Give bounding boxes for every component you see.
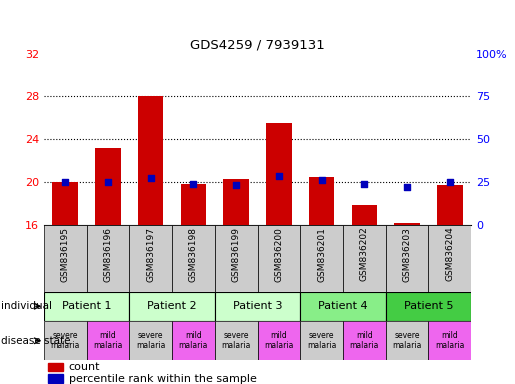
Point — [317, 177, 326, 183]
Bar — [428, 225, 471, 292]
Bar — [386, 321, 428, 360]
Point — [446, 179, 454, 185]
Bar — [300, 225, 343, 292]
Bar — [129, 292, 215, 321]
Bar — [300, 292, 386, 321]
Bar — [258, 225, 300, 292]
Bar — [394, 222, 420, 225]
Text: Patient 4: Patient 4 — [318, 301, 368, 311]
Bar — [95, 148, 121, 225]
Point — [360, 180, 369, 187]
Point — [61, 179, 69, 185]
Bar — [87, 321, 129, 360]
Title: GDS4259 / 7939131: GDS4259 / 7939131 — [190, 38, 325, 51]
Point — [104, 179, 112, 185]
Text: mild
malaria: mild malaria — [350, 331, 379, 350]
Text: Patient 2: Patient 2 — [147, 301, 197, 311]
Text: GSM836201: GSM836201 — [317, 227, 326, 281]
Text: individual: individual — [1, 301, 52, 311]
Text: percentile rank within the sample: percentile rank within the sample — [68, 374, 256, 384]
Text: GSM836204: GSM836204 — [445, 227, 454, 281]
Text: GSM836199: GSM836199 — [232, 227, 241, 281]
Point — [275, 173, 283, 179]
Text: GSM836203: GSM836203 — [403, 227, 411, 281]
Text: severe
malaria: severe malaria — [136, 331, 165, 350]
Bar — [53, 182, 78, 225]
Text: mild
malaria: mild malaria — [179, 331, 208, 350]
Bar — [44, 292, 129, 321]
Text: mild
malaria: mild malaria — [435, 331, 465, 350]
Bar — [215, 292, 300, 321]
Bar — [309, 177, 334, 225]
Bar — [437, 185, 462, 225]
Text: GSM836195: GSM836195 — [61, 227, 70, 281]
Text: GSM836197: GSM836197 — [146, 227, 155, 281]
Point — [190, 181, 198, 187]
Bar — [48, 374, 63, 383]
Text: severe
malaria: severe malaria — [307, 331, 336, 350]
Bar — [343, 321, 386, 360]
Bar — [215, 321, 258, 360]
Text: severe
malaria: severe malaria — [221, 331, 251, 350]
Text: Patient 5: Patient 5 — [404, 301, 453, 311]
Point — [232, 182, 240, 189]
Bar — [386, 292, 471, 321]
Text: severe
malaria: severe malaria — [50, 331, 80, 350]
Bar — [172, 225, 215, 292]
Text: count: count — [68, 362, 100, 372]
Text: GSM836196: GSM836196 — [104, 227, 112, 281]
Bar — [44, 225, 87, 292]
Bar — [44, 321, 87, 360]
Text: Patient 3: Patient 3 — [233, 301, 282, 311]
Bar — [428, 321, 471, 360]
Bar — [87, 225, 129, 292]
Bar — [300, 321, 343, 360]
Point — [147, 175, 155, 181]
Bar — [48, 362, 63, 371]
Bar — [258, 321, 300, 360]
Bar — [172, 321, 215, 360]
Bar — [224, 179, 249, 225]
Text: Patient 1: Patient 1 — [62, 301, 111, 311]
Text: disease state: disease state — [1, 336, 71, 346]
Text: mild
malaria: mild malaria — [264, 331, 294, 350]
Bar — [181, 184, 206, 225]
Bar — [386, 225, 428, 292]
Bar — [215, 225, 258, 292]
Text: GSM836200: GSM836200 — [274, 227, 283, 281]
Bar — [343, 225, 386, 292]
Text: mild
malaria: mild malaria — [93, 331, 123, 350]
Point — [403, 184, 411, 190]
Bar — [352, 205, 377, 225]
Text: severe
malaria: severe malaria — [392, 331, 422, 350]
Bar — [266, 123, 291, 225]
Bar — [129, 321, 172, 360]
Text: GSM836198: GSM836198 — [189, 227, 198, 281]
Text: GSM836202: GSM836202 — [360, 227, 369, 281]
Bar — [138, 96, 163, 225]
Bar — [129, 225, 172, 292]
